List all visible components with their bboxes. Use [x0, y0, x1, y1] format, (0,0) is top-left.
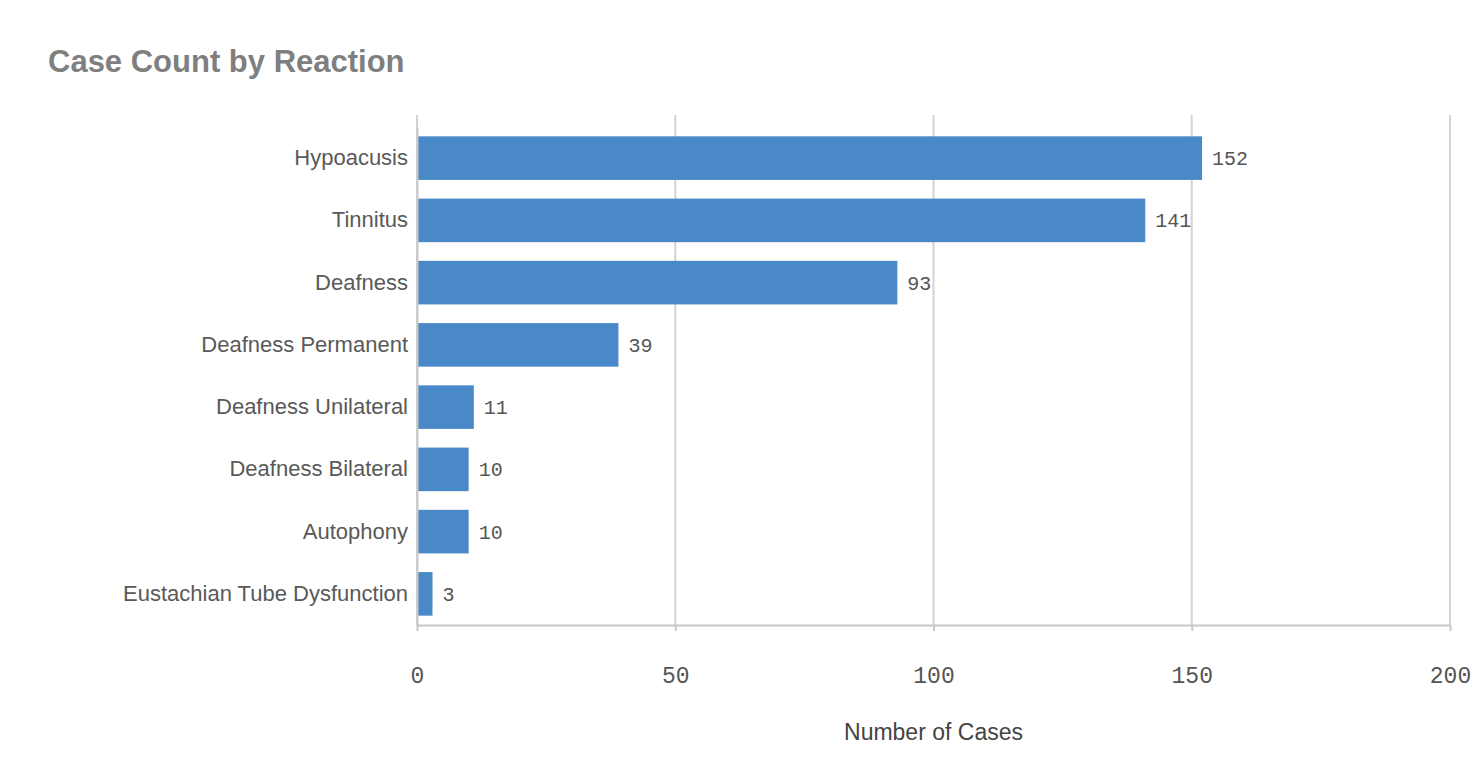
grid-line	[674, 115, 676, 625]
axis-title: Number of Cases	[844, 719, 1023, 745]
data-label: 93	[907, 273, 931, 296]
x-axis: 0 50 100 150 200	[411, 625, 1472, 690]
title: Case Count by Reaction	[48, 44, 405, 79]
data-label: 3	[442, 584, 454, 607]
bar	[417, 199, 1145, 243]
bar	[417, 261, 897, 305]
tick: 50	[662, 625, 690, 690]
tick-mark	[933, 625, 935, 631]
tick: Autophony	[303, 519, 408, 544]
grid-line	[1449, 115, 1451, 625]
bar	[417, 510, 469, 554]
tick-mark	[675, 625, 677, 631]
tick-mark	[1450, 625, 1452, 631]
chart: Case Count by Reaction 0 50 100 150 200 Hypoac…	[0, 0, 1476, 776]
category-label: Deafness Permanent	[201, 332, 408, 357]
tick-label: 100	[913, 664, 954, 690]
category-label: Eustachian Tube Dysfunction	[123, 581, 408, 606]
tick: Tinnitus	[332, 207, 408, 232]
bar	[417, 136, 1202, 180]
tick-mark	[417, 625, 419, 631]
tick: Deafness Permanent	[201, 332, 408, 357]
tick: 100	[913, 625, 954, 690]
bar	[417, 385, 474, 429]
data-label: 141	[1155, 210, 1191, 233]
tick: Deafness Unilateral	[216, 394, 408, 419]
tick-label: 150	[1172, 664, 1213, 690]
bar	[417, 448, 469, 492]
tick-mark	[1191, 625, 1193, 631]
tick: Eustachian Tube Dysfunction	[123, 581, 408, 606]
bar	[417, 572, 432, 616]
tick: Deafness	[315, 270, 408, 295]
grid-line	[416, 115, 418, 625]
y-axis: Hypoacusis Tinnitus Deafness Deafness Perma…	[123, 128, 417, 626]
category-label: Hypoacusis	[294, 145, 408, 170]
bars	[417, 136, 1202, 615]
grid-line	[933, 115, 935, 625]
data-label: 10	[479, 522, 503, 545]
data-label: 152	[1212, 148, 1248, 171]
category-label: Tinnitus	[332, 207, 408, 232]
tick: 150	[1172, 625, 1213, 690]
grid	[417, 115, 1450, 625]
tick: Deafness Bilateral	[229, 456, 408, 481]
tick: 200	[1430, 625, 1471, 690]
data-labels: 152 141 93 39 11 10 10 3	[442, 148, 1248, 607]
axis-line	[417, 128, 419, 626]
tick-label: 200	[1430, 664, 1471, 690]
tick-label: 0	[411, 664, 425, 690]
grid-line	[1191, 115, 1193, 625]
tick: 0	[411, 625, 425, 690]
category-label: Deafness Unilateral	[216, 394, 408, 419]
tick: Hypoacusis	[294, 145, 408, 170]
bar	[417, 323, 618, 367]
category-label: Deafness	[315, 270, 408, 295]
data-label: 39	[628, 335, 652, 358]
category-label: Deafness Bilateral	[229, 456, 408, 481]
data-label: 11	[484, 397, 508, 420]
data-label: 10	[479, 459, 503, 482]
category-label: Autophony	[303, 519, 408, 544]
tick-label: 50	[662, 664, 690, 690]
